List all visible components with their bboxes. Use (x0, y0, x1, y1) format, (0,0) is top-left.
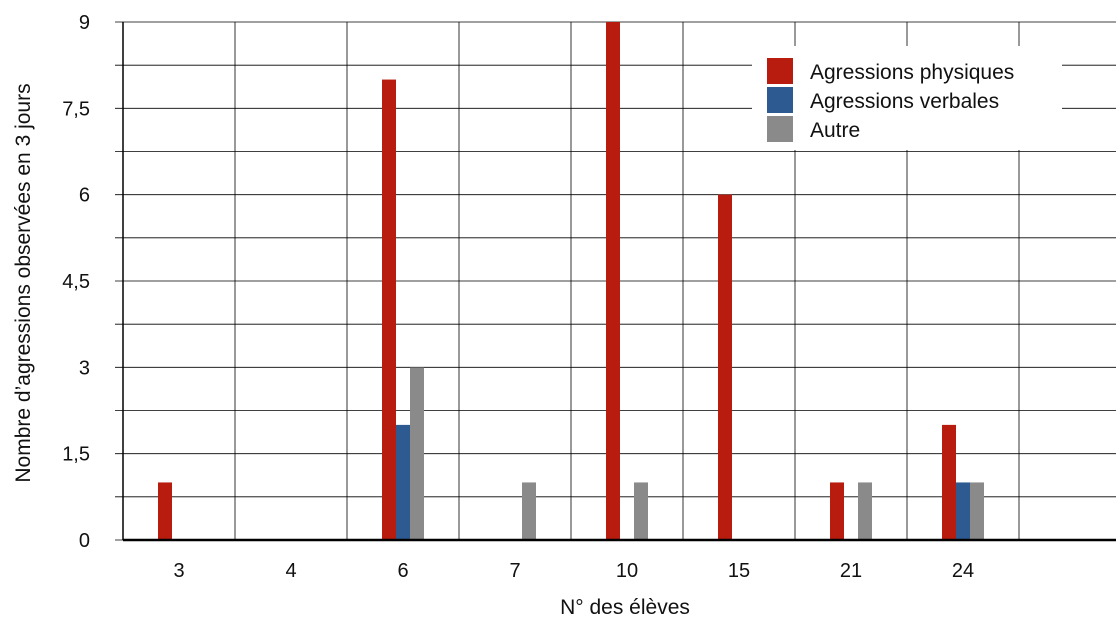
bar-agressions-physiques-21 (830, 482, 844, 540)
x-axis-title: N° des élèves (560, 596, 690, 619)
legend-label: Agressions physiques (810, 61, 1014, 84)
legend-box (752, 46, 1062, 150)
bar-agressions-physiques-3 (158, 482, 172, 540)
bar-agressions-physiques-10 (606, 22, 620, 540)
bar-agressions-physiques-15 (718, 194, 732, 540)
x-tick-label: 15 (728, 560, 750, 582)
bar-autre-21 (858, 482, 872, 540)
legend-swatch (767, 87, 793, 113)
x-tick-label: 4 (285, 560, 296, 582)
bar-autre-10 (634, 482, 648, 540)
x-tick-label: 21 (840, 560, 862, 582)
bars (158, 22, 984, 541)
y-tick-label: 0 (79, 530, 90, 552)
legend-swatch (767, 116, 793, 142)
bar-agressions-verbales-24 (956, 482, 970, 540)
legend-label: Autre (810, 119, 860, 142)
bar-agressions-physiques-24 (942, 424, 956, 540)
bar-autre-6 (410, 367, 424, 540)
x-tick-label: 3 (173, 560, 184, 582)
y-tick-labels: 0 1,5 3 4,5 6 7,5 9 (62, 12, 90, 552)
x-tick-label: 7 (509, 560, 520, 582)
legend-swatch (767, 58, 793, 84)
y-tick-label: 7,5 (62, 98, 90, 120)
legend-label: Agressions verbales (810, 90, 999, 113)
y-tick-label: 3 (79, 357, 90, 379)
bar-autre-24 (970, 482, 984, 540)
x-tick-label: 24 (952, 560, 974, 582)
x-tick-label: 10 (616, 560, 638, 582)
y-tick-label: 1,5 (62, 444, 90, 466)
bar-agressions-physiques-6 (382, 79, 396, 541)
x-tick-labels: 3 4 6 7 10 15 21 24 (173, 560, 974, 582)
bar-agressions-verbales-6 (396, 424, 410, 540)
y-axis-title: Nombre d’agressions observées en 3 jours (12, 83, 35, 482)
bar-autre-7 (522, 482, 536, 540)
y-tick-label: 6 (79, 185, 90, 207)
y-tick-label: 9 (79, 12, 90, 34)
y-tick-label: 4,5 (62, 271, 90, 293)
x-tick-label: 6 (397, 560, 408, 582)
legend: Agressions physiques Agressions verbales A… (752, 46, 1062, 150)
axes (122, 22, 1116, 542)
